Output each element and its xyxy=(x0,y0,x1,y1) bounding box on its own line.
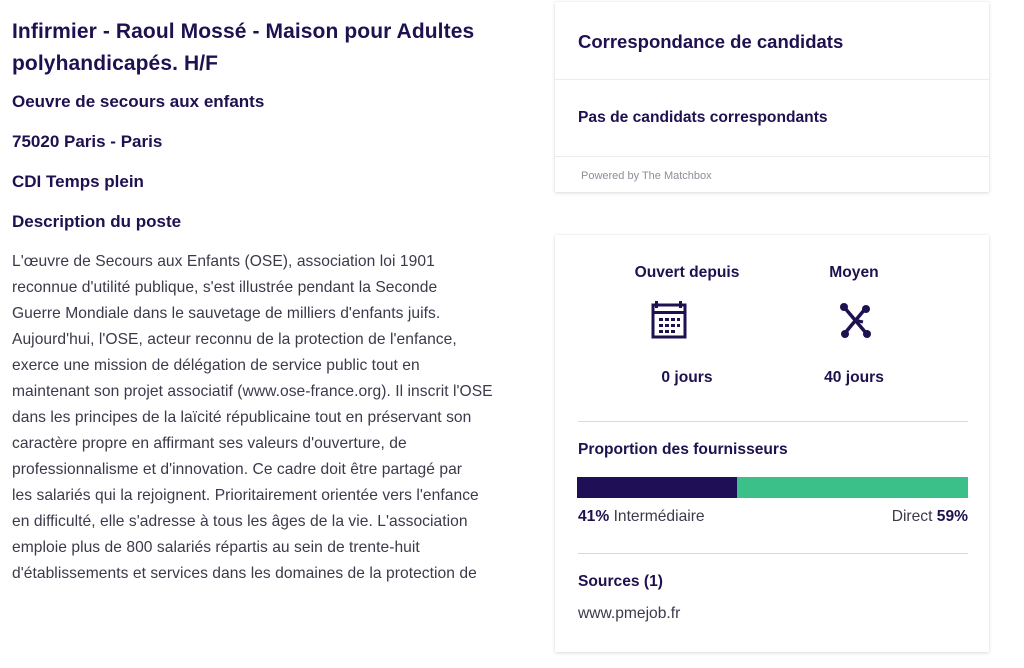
job-title: Infirmier - Raoul Mossé - Maison pour Ad… xyxy=(12,20,475,75)
no-candidates-message: Pas de candidats correspondants xyxy=(578,109,828,126)
description-line: emploie plus de 800 salariés répartis au… xyxy=(12,539,420,556)
section-divider xyxy=(578,553,968,554)
contract-type: CDI Temps plein xyxy=(12,172,144,191)
sources-title: Sources (1) xyxy=(578,573,663,590)
network-nodes-icon xyxy=(837,301,875,346)
open-since-value: 0 jours xyxy=(661,369,713,386)
average-label: Moyen xyxy=(829,264,879,281)
average-value: 40 jours xyxy=(824,369,884,386)
job-location: 75020 Paris - Paris xyxy=(12,132,163,151)
card-divider xyxy=(555,156,989,157)
card-divider xyxy=(555,79,989,80)
description-line: caractère propre en affirmant ses valeur… xyxy=(12,435,407,452)
job-description: L'œuvre de Secours aux Enfants (OSE), as… xyxy=(12,249,537,587)
powered-by-link[interactable]: Powered by The Matchbox xyxy=(581,170,712,182)
intermediary-percent: 41% xyxy=(578,508,610,525)
description-line: dans les principes de la laïcité républi… xyxy=(12,409,472,426)
description-line: exerce une mission de délégation de serv… xyxy=(12,357,420,374)
description-line: L'œuvre de Secours aux Enfants (OSE), as… xyxy=(12,253,435,270)
intermediary-bar-segment xyxy=(577,477,738,498)
candidate-matching-card: Correspondance de candidats Pas de candi… xyxy=(555,2,989,192)
description-line: professionnalisme et d'innovation. Ce ca… xyxy=(12,461,463,478)
open-since-label: Ouvert depuis xyxy=(634,264,740,281)
job-details: Infirmier - Raoul Mossé - Maison pour Ad… xyxy=(12,0,537,587)
suppliers-proportion-bar xyxy=(577,477,968,498)
source-link[interactable]: www.pmejob.fr xyxy=(578,605,681,622)
description-line: maintenant son projet associatif (www.os… xyxy=(12,383,493,400)
section-divider xyxy=(578,421,968,422)
matching-title: Correspondance de candidats xyxy=(578,31,844,52)
company-name: Oeuvre de secours aux enfants xyxy=(12,92,265,111)
direct-proportion: Direct 59% xyxy=(892,508,968,526)
description-heading: Description du poste xyxy=(12,212,182,231)
description-line: Guerre Mondiale dans le sauvetage de mil… xyxy=(12,305,441,322)
description-line: reconnue d'utilité publique, s'est illus… xyxy=(12,279,438,296)
offer-stats-card: Ouvert depuis Moyen xyxy=(555,235,989,652)
description-line: Aujourd'hui, l'OSE, acteur reconnu de la… xyxy=(12,331,457,348)
direct-label: Direct xyxy=(891,508,933,525)
description-line: les salariés qui la rejoignent. Priorita… xyxy=(12,487,479,504)
direct-percent: 59% xyxy=(936,508,968,525)
intermediary-proportion: 41% Intermédiaire xyxy=(578,508,705,526)
suppliers-title: Proportion des fournisseurs xyxy=(578,441,788,458)
intermediary-label: Intermédiaire xyxy=(613,508,705,525)
calendar-icon xyxy=(651,299,687,344)
description-line: en difficulté, elle s'adresse à tous les… xyxy=(12,513,468,530)
description-line: d'établissements et services dans les do… xyxy=(12,565,477,582)
